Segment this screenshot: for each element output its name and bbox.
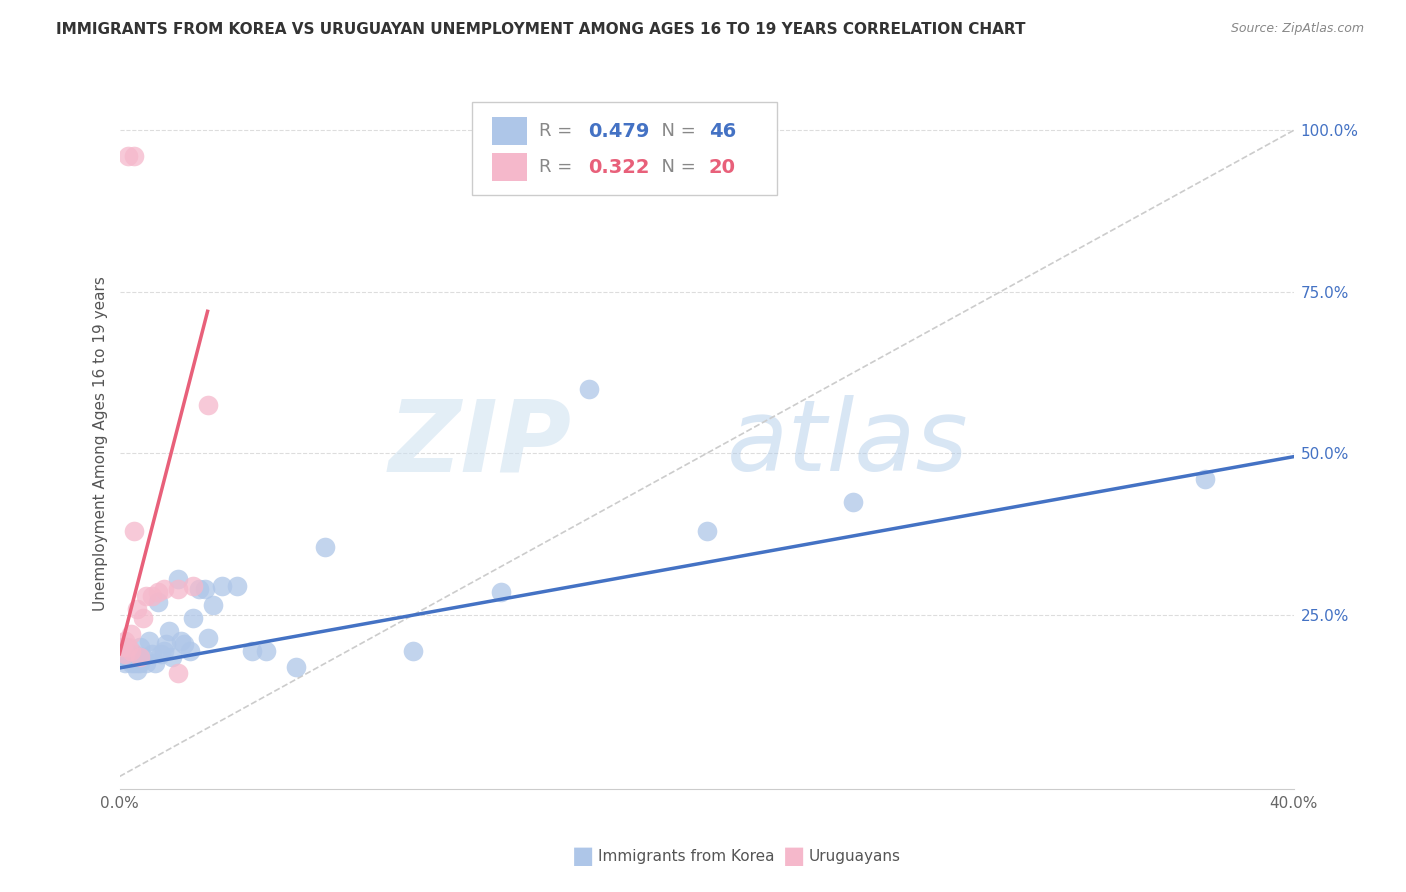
Point (179, 643, 201, 657)
Point (314, 540, 336, 554)
Point (696, 524, 718, 538)
Point (111, 643, 134, 657)
Point (254, 643, 277, 657)
Text: Source: ZipAtlas.com: Source: ZipAtlas.com (1230, 22, 1364, 36)
Text: 46: 46 (709, 122, 737, 141)
Point (240, 643, 263, 657)
Point (135, 589, 157, 603)
Text: ZIP: ZIP (388, 395, 571, 492)
Point (127, 657, 149, 671)
Point (402, 643, 425, 657)
Point (842, 495, 865, 509)
Point (120, 657, 142, 671)
Point (122, 149, 145, 163)
Point (167, 582, 190, 596)
Point (129, 640, 152, 655)
Point (578, 382, 600, 396)
Point (141, 589, 163, 603)
Point (120, 643, 142, 657)
Point (114, 640, 136, 655)
Point (197, 398, 219, 412)
Point (127, 663, 149, 677)
Point (122, 524, 145, 538)
Point (194, 582, 217, 596)
Point (284, 659, 307, 673)
Point (155, 637, 177, 651)
Text: ■: ■ (783, 845, 806, 868)
Point (132, 611, 155, 625)
Text: IMMIGRANTS FROM KOREA VS URUGUAYAN UNEMPLOYMENT AMONG AGES 16 TO 19 YEARS CORREL: IMMIGRANTS FROM KOREA VS URUGUAYAN UNEMP… (56, 22, 1026, 37)
Point (114, 647, 136, 661)
Point (117, 640, 139, 655)
Text: R =: R = (538, 158, 578, 177)
Point (117, 149, 139, 163)
Point (135, 657, 157, 671)
Point (122, 647, 145, 661)
Point (141, 647, 163, 661)
Point (152, 582, 174, 596)
Point (202, 599, 225, 613)
Text: 0.322: 0.322 (588, 158, 650, 177)
Point (114, 633, 136, 648)
Point (225, 579, 249, 593)
Text: Immigrants from Korea: Immigrants from Korea (598, 849, 775, 863)
Text: ■: ■ (572, 845, 595, 868)
Point (120, 627, 142, 641)
Point (132, 650, 155, 665)
Point (173, 637, 195, 651)
Point (181, 611, 204, 625)
Y-axis label: Unemployment Among Ages 16 to 19 years: Unemployment Among Ages 16 to 19 years (93, 277, 108, 611)
Point (111, 650, 134, 665)
Text: 20: 20 (709, 158, 735, 177)
Text: 0.479: 0.479 (588, 122, 650, 141)
Text: Uruguayans: Uruguayans (808, 849, 900, 863)
Point (146, 585, 169, 599)
Point (146, 595, 169, 609)
Point (187, 582, 209, 596)
Text: atlas: atlas (727, 395, 969, 492)
Point (162, 650, 184, 665)
Point (167, 666, 190, 681)
FancyBboxPatch shape (492, 153, 527, 181)
Point (129, 650, 152, 665)
Point (181, 579, 204, 593)
Point (117, 647, 139, 661)
Point (197, 631, 219, 645)
Point (111, 640, 134, 655)
Point (157, 624, 180, 639)
Point (117, 650, 139, 665)
Point (167, 573, 190, 587)
Point (489, 585, 512, 599)
Point (170, 633, 193, 648)
FancyBboxPatch shape (471, 102, 778, 195)
Point (114, 657, 136, 671)
FancyBboxPatch shape (492, 118, 527, 145)
Point (122, 657, 145, 671)
Point (129, 657, 152, 671)
Point (211, 579, 233, 593)
Point (120, 650, 142, 665)
Point (152, 643, 174, 657)
Text: N =: N = (650, 158, 702, 177)
Point (1194, 472, 1216, 486)
Point (127, 601, 149, 615)
Point (143, 657, 166, 671)
Point (138, 633, 160, 648)
Text: N =: N = (650, 122, 702, 140)
Point (149, 647, 172, 661)
Text: R =: R = (538, 122, 578, 140)
